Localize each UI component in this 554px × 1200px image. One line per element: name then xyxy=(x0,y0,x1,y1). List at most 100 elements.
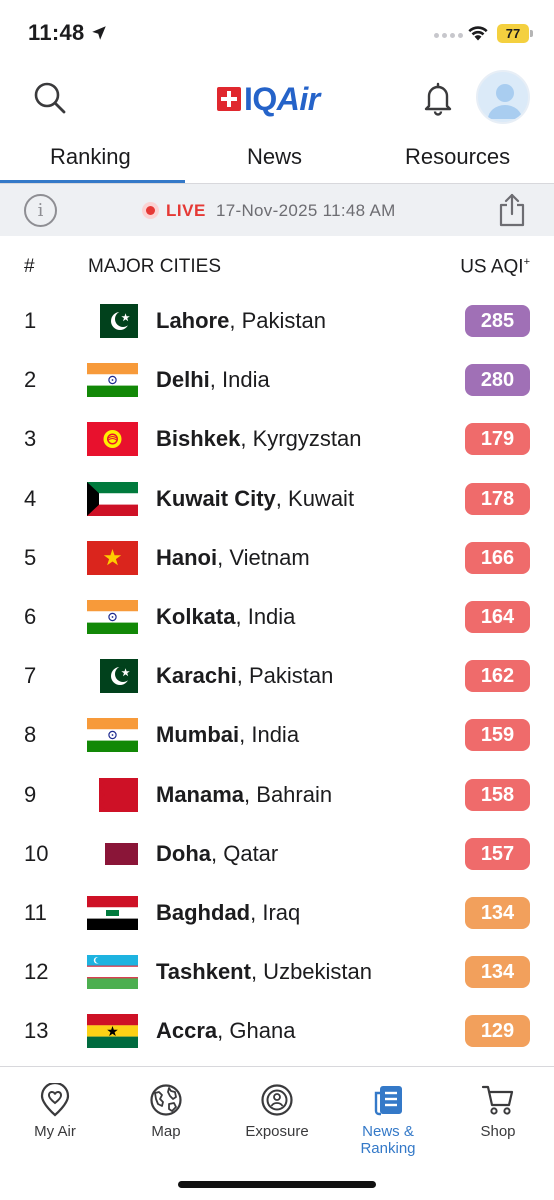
city-label: Doha, Qatar xyxy=(156,841,278,867)
flag-iraq-icon xyxy=(87,895,138,930)
flag-vietnam-icon xyxy=(87,540,138,575)
table-row[interactable]: 13 Accra, Ghana 129 xyxy=(0,1002,554,1061)
battery-indicator: 77 xyxy=(497,24,533,43)
ranking-list: 1 Lahore, Pakistan 285 2 Delhi, India 28… xyxy=(0,292,554,1061)
rank-number: 8 xyxy=(24,722,37,748)
status-bar: 11:48 77 xyxy=(0,0,554,68)
avatar[interactable] xyxy=(476,70,530,124)
aqi-badge: 178 xyxy=(465,482,530,515)
nav-label: Exposure xyxy=(245,1123,309,1140)
info-icon[interactable]: i xyxy=(24,194,57,227)
table-row[interactable]: 3 Bishkek, Kyrgyzstan 179 xyxy=(0,410,554,469)
city-name: Kolkata xyxy=(156,603,236,629)
active-tab-indicator xyxy=(0,180,185,183)
country-name: , Pakistan xyxy=(229,308,326,333)
column-city-header: MAJOR CITIES xyxy=(88,256,222,277)
table-row[interactable]: 7 Karachi, Pakistan 162 xyxy=(0,647,554,706)
table-row[interactable]: 2 Delhi, India 280 xyxy=(0,351,554,410)
tab-ranking[interactable]: Ranking xyxy=(50,144,131,169)
nav-map[interactable]: Map xyxy=(111,1083,221,1140)
aqi-badge: 129 xyxy=(465,1015,530,1048)
bell-icon[interactable] xyxy=(420,80,456,116)
table-row[interactable]: 8 Mumbai, India 159 xyxy=(0,706,554,765)
nav-shop[interactable]: Shop xyxy=(443,1083,553,1140)
table-row[interactable]: 11 Baghdad, Iraq 134 xyxy=(0,884,554,943)
aqi-badge: 159 xyxy=(465,719,530,752)
logo-text-air: Air xyxy=(276,80,320,117)
logo-text-iq: IQ xyxy=(244,80,277,117)
city-name: Lahore xyxy=(156,308,230,333)
table-row[interactable]: 5 Hanoi, Vietnam 166 xyxy=(0,529,554,588)
aqi-badge: 162 xyxy=(465,660,530,693)
country-name: , India xyxy=(239,722,300,748)
search-icon[interactable] xyxy=(32,80,68,116)
table-row[interactable]: 12 Tashkent, Uzbekistan 134 xyxy=(0,943,554,1002)
table-row[interactable]: 9 Manama, Bahrain 158 xyxy=(0,766,554,825)
live-label: LIVE xyxy=(166,201,206,220)
cart-icon xyxy=(481,1085,514,1115)
table-row[interactable]: 10 Doha, Qatar 157 xyxy=(0,825,554,884)
bottom-tab-bar: My Air Map Exposure News & Ranking xyxy=(0,1066,554,1200)
nav-label: News & Ranking xyxy=(360,1123,416,1157)
rank-number: 10 xyxy=(24,840,49,866)
iqair-logo: IQAir xyxy=(217,80,320,117)
column-aqi-sup: + xyxy=(523,256,530,268)
rank-number: 1 xyxy=(24,308,37,333)
nav-exposure[interactable]: Exposure xyxy=(222,1083,332,1140)
city-name: Doha xyxy=(156,840,211,866)
ranking-table-header: # MAJOR CITIES US AQI+ xyxy=(0,256,554,280)
nav-label: Map xyxy=(151,1123,181,1140)
news-icon xyxy=(374,1086,402,1116)
rank-number: 9 xyxy=(24,781,37,807)
aqi-badge: 164 xyxy=(465,600,530,633)
exposure-icon xyxy=(261,1084,293,1116)
city-label: Baghdad, Iraq xyxy=(156,900,300,926)
share-icon[interactable] xyxy=(497,193,527,227)
city-label: Kolkata, India xyxy=(156,604,295,630)
city-label: Kuwait City, Kuwait xyxy=(156,486,354,512)
globe-icon xyxy=(150,1084,182,1116)
home-indicator[interactable] xyxy=(178,1181,376,1188)
country-name: , Vietnam xyxy=(217,544,310,570)
country-name: , Pakistan xyxy=(236,663,334,689)
flag-qatar-icon xyxy=(87,837,138,871)
city-label: Tashkent, Uzbekistan xyxy=(156,959,372,985)
country-name: , India xyxy=(235,603,296,629)
country-name: , India xyxy=(209,367,270,393)
column-aqi-label: US AQI xyxy=(460,256,524,278)
flag-india-icon xyxy=(87,363,138,398)
country-name: , Bahrain xyxy=(244,781,333,807)
aqi-badge: 134 xyxy=(465,896,530,929)
aqi-badge: 280 xyxy=(465,364,530,397)
rank-number: 12 xyxy=(24,959,49,985)
app-header: IQAir xyxy=(0,68,554,130)
nav-my-air[interactable]: My Air xyxy=(0,1083,110,1140)
country-name: , Uzbekistan xyxy=(250,959,373,985)
cellular-signal-icon xyxy=(434,33,463,38)
city-label: Manama, Bahrain xyxy=(156,782,332,808)
city-name: Baghdad xyxy=(156,899,251,925)
aqi-badge: 158 xyxy=(465,778,530,811)
table-row[interactable]: 4 Kuwait City, Kuwait 178 xyxy=(0,470,554,529)
city-label: Delhi, India xyxy=(156,367,270,393)
table-row[interactable]: 6 Kolkata, India 164 xyxy=(0,588,554,647)
column-rank-header: # xyxy=(24,256,35,277)
rank-number: 6 xyxy=(24,603,37,629)
rank-number: 3 xyxy=(24,426,37,452)
rank-number: 7 xyxy=(24,663,37,689)
tab-resources[interactable]: Resources xyxy=(405,144,511,169)
column-aqi-header[interactable]: US AQI+ xyxy=(460,256,530,278)
tab-news[interactable]: News xyxy=(247,144,303,169)
flag-india-icon xyxy=(87,718,138,753)
flag-bahrain-icon xyxy=(87,777,138,812)
city-name: Kuwait City xyxy=(156,485,276,511)
city-name: Bishkek xyxy=(156,426,241,452)
country-name: , Qatar xyxy=(211,840,279,866)
aqi-badge: 157 xyxy=(465,837,530,870)
aqi-badge: 179 xyxy=(465,423,530,456)
flag-pakistan-icon xyxy=(87,659,138,694)
nav-news-ranking[interactable]: News & Ranking xyxy=(333,1083,443,1157)
city-label: Bishkek, Kyrgyzstan xyxy=(156,426,361,452)
wifi-icon xyxy=(468,26,488,41)
table-row[interactable]: 1 Lahore, Pakistan 285 xyxy=(0,292,554,351)
